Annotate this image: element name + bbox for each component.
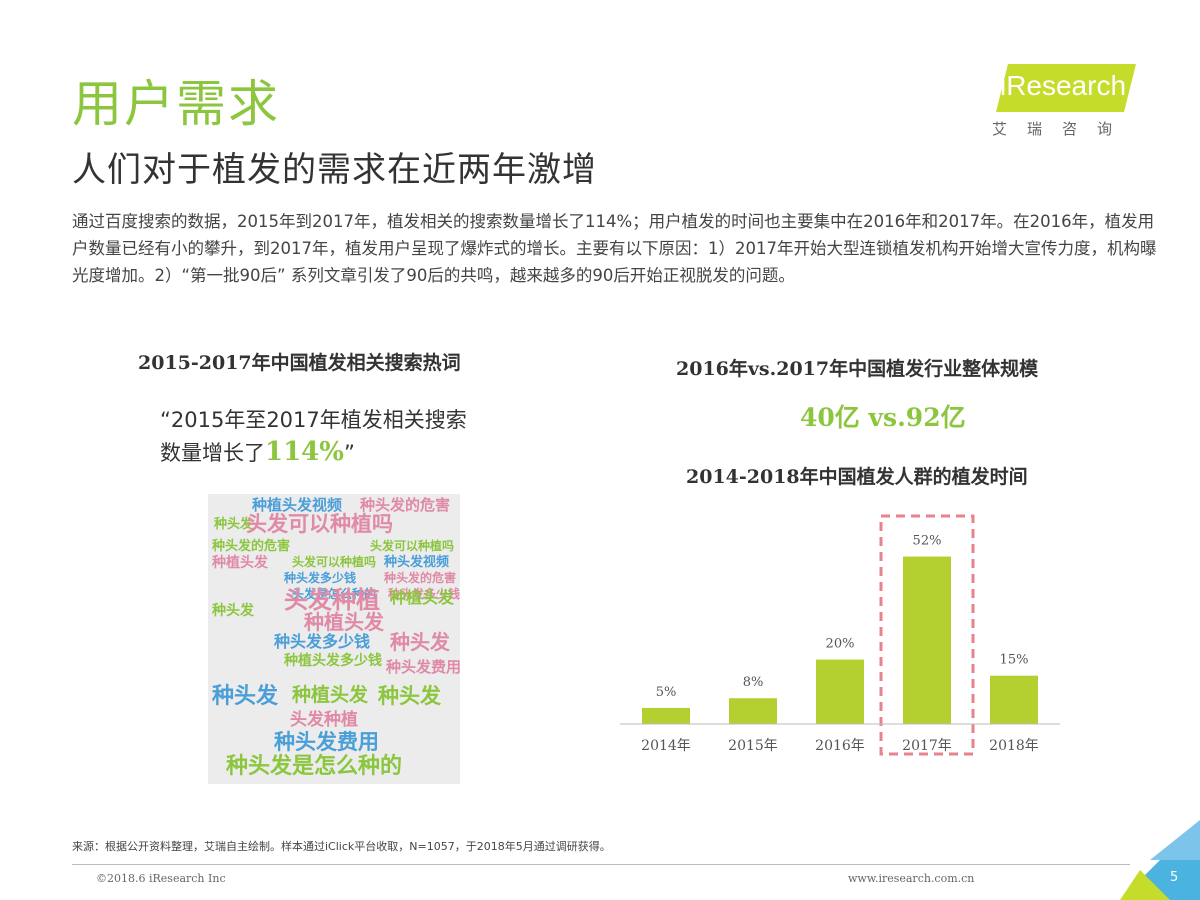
bar (642, 707, 690, 724)
corner-decoration (1120, 820, 1200, 900)
cloud-word: 种植头发视频 (252, 496, 343, 514)
bar-value-label: 52% (913, 534, 942, 549)
iresearch-logo: iResearch 艾瑞咨询 (988, 64, 1148, 144)
bar-value-label: 20% (826, 637, 855, 652)
footer-divider (72, 864, 1130, 865)
cloud-word: 种头发 (212, 684, 279, 709)
x-tick-label: 2018年 (989, 738, 1039, 754)
word-cloud: 种植头发视频 种头发的危害 种头发 头发可以种植吗 种头发的危害 头发可以种植吗… (208, 494, 460, 784)
cloud-word: 种植头发多少钱 (284, 653, 382, 669)
growth-quote: “2015年至2017年植发相关搜索 数量增长了114%” (160, 404, 467, 469)
industry-scale-heading: 2016年vs.2017年中国植发行业整体规模 (676, 358, 1039, 380)
industry-scale-value: 40亿 vs.92亿 (800, 403, 966, 432)
source-note: 来源：根据公开资料整理，艾瑞自主绘制。样本通过iClick平台收取，N=1057… (72, 840, 611, 853)
cloud-word: 种头发 (378, 684, 441, 708)
cloud-word: 种植头发 (292, 684, 369, 706)
cloud-word: 种头发的危害 (360, 496, 451, 514)
logo-subtext: 艾瑞咨询 (992, 120, 1133, 138)
page-number: 5 (1170, 870, 1179, 885)
bar (903, 556, 951, 724)
cloud-word: 种头发 (212, 603, 254, 619)
quote-prefix: 数量增长了 (160, 441, 265, 465)
intro-paragraph: 通过百度搜索的数据，2015年到2017年，植发相关的搜索数量增长了114%；用… (72, 212, 1157, 285)
cloud-word: 种头发 (390, 630, 450, 654)
chart-heading: 2014-2018年中国植发人群的植发时间 (686, 466, 1028, 488)
bar-value-label: 8% (743, 675, 764, 690)
logo-text: iResearch (999, 70, 1127, 101)
cloud-word: 种头发费用 (386, 658, 460, 676)
cloud-word: 头发是怎么种的 (292, 587, 377, 601)
cloud-word: 种头发多少钱 (284, 571, 357, 585)
x-tick-label: 2015年 (728, 738, 778, 754)
bar-value-label: 15% (1000, 653, 1029, 668)
bar (729, 698, 777, 724)
cloud-word: 种头发的危害 (212, 539, 291, 554)
copyright-text: ©2018.6 iResearch Inc (96, 872, 226, 885)
cloud-word: 种植头发 (390, 588, 455, 607)
cloud-word: 种头发 (214, 517, 254, 532)
cloud-word: 种头发视频 (384, 555, 450, 570)
cloud-word: 种头发是怎么种的 (226, 754, 403, 779)
cloud-word: 头发可以种植吗 (292, 555, 377, 569)
cloud-word: 种头发多少钱 (274, 632, 371, 651)
cloud-word: 头发种植 (290, 710, 358, 730)
cloud-word: 种植头发 (304, 610, 384, 634)
quote-line-1: “2015年至2017年植发相关搜索 (160, 408, 467, 432)
page-title: 用户需求 (72, 75, 280, 133)
cloud-word: 种植头发 (212, 555, 268, 571)
x-tick-label: 2017年 (902, 738, 952, 754)
x-tick-label: 2016年 (815, 738, 865, 754)
cloud-word: 头发可以种植吗 (246, 512, 393, 536)
cloud-word: 种头发的危害 (384, 571, 457, 585)
cloud-word: 头发可以种植吗 (370, 539, 455, 553)
cloud-word: 种头发费用 (274, 730, 379, 754)
bar (816, 659, 864, 724)
search-keywords-heading: 2015-2017年中国植发相关搜索热词 (138, 352, 461, 374)
cloud-word: 头发种植 (284, 586, 380, 614)
page-subtitle: 人们对于植发的需求在近两年激增 (72, 150, 597, 190)
website-link[interactable]: www.iresearch.com.cn (848, 872, 975, 885)
quote-highlight-value: 114% (265, 437, 344, 467)
quote-end: ” (343, 441, 355, 465)
bar-value-label: 5% (656, 685, 677, 700)
cloud-word: 种头发多少钱 (388, 587, 460, 601)
quote-line-2: 数量增长了114%” (160, 436, 467, 469)
hair-transplant-timing-chart: 5% 2014年 8% 2015年 20% 2016年 52% 2017年 15% 2018年 (620, 514, 1060, 756)
bar (990, 675, 1038, 724)
x-tick-label: 2014年 (641, 738, 691, 754)
highlight-box (879, 514, 975, 756)
